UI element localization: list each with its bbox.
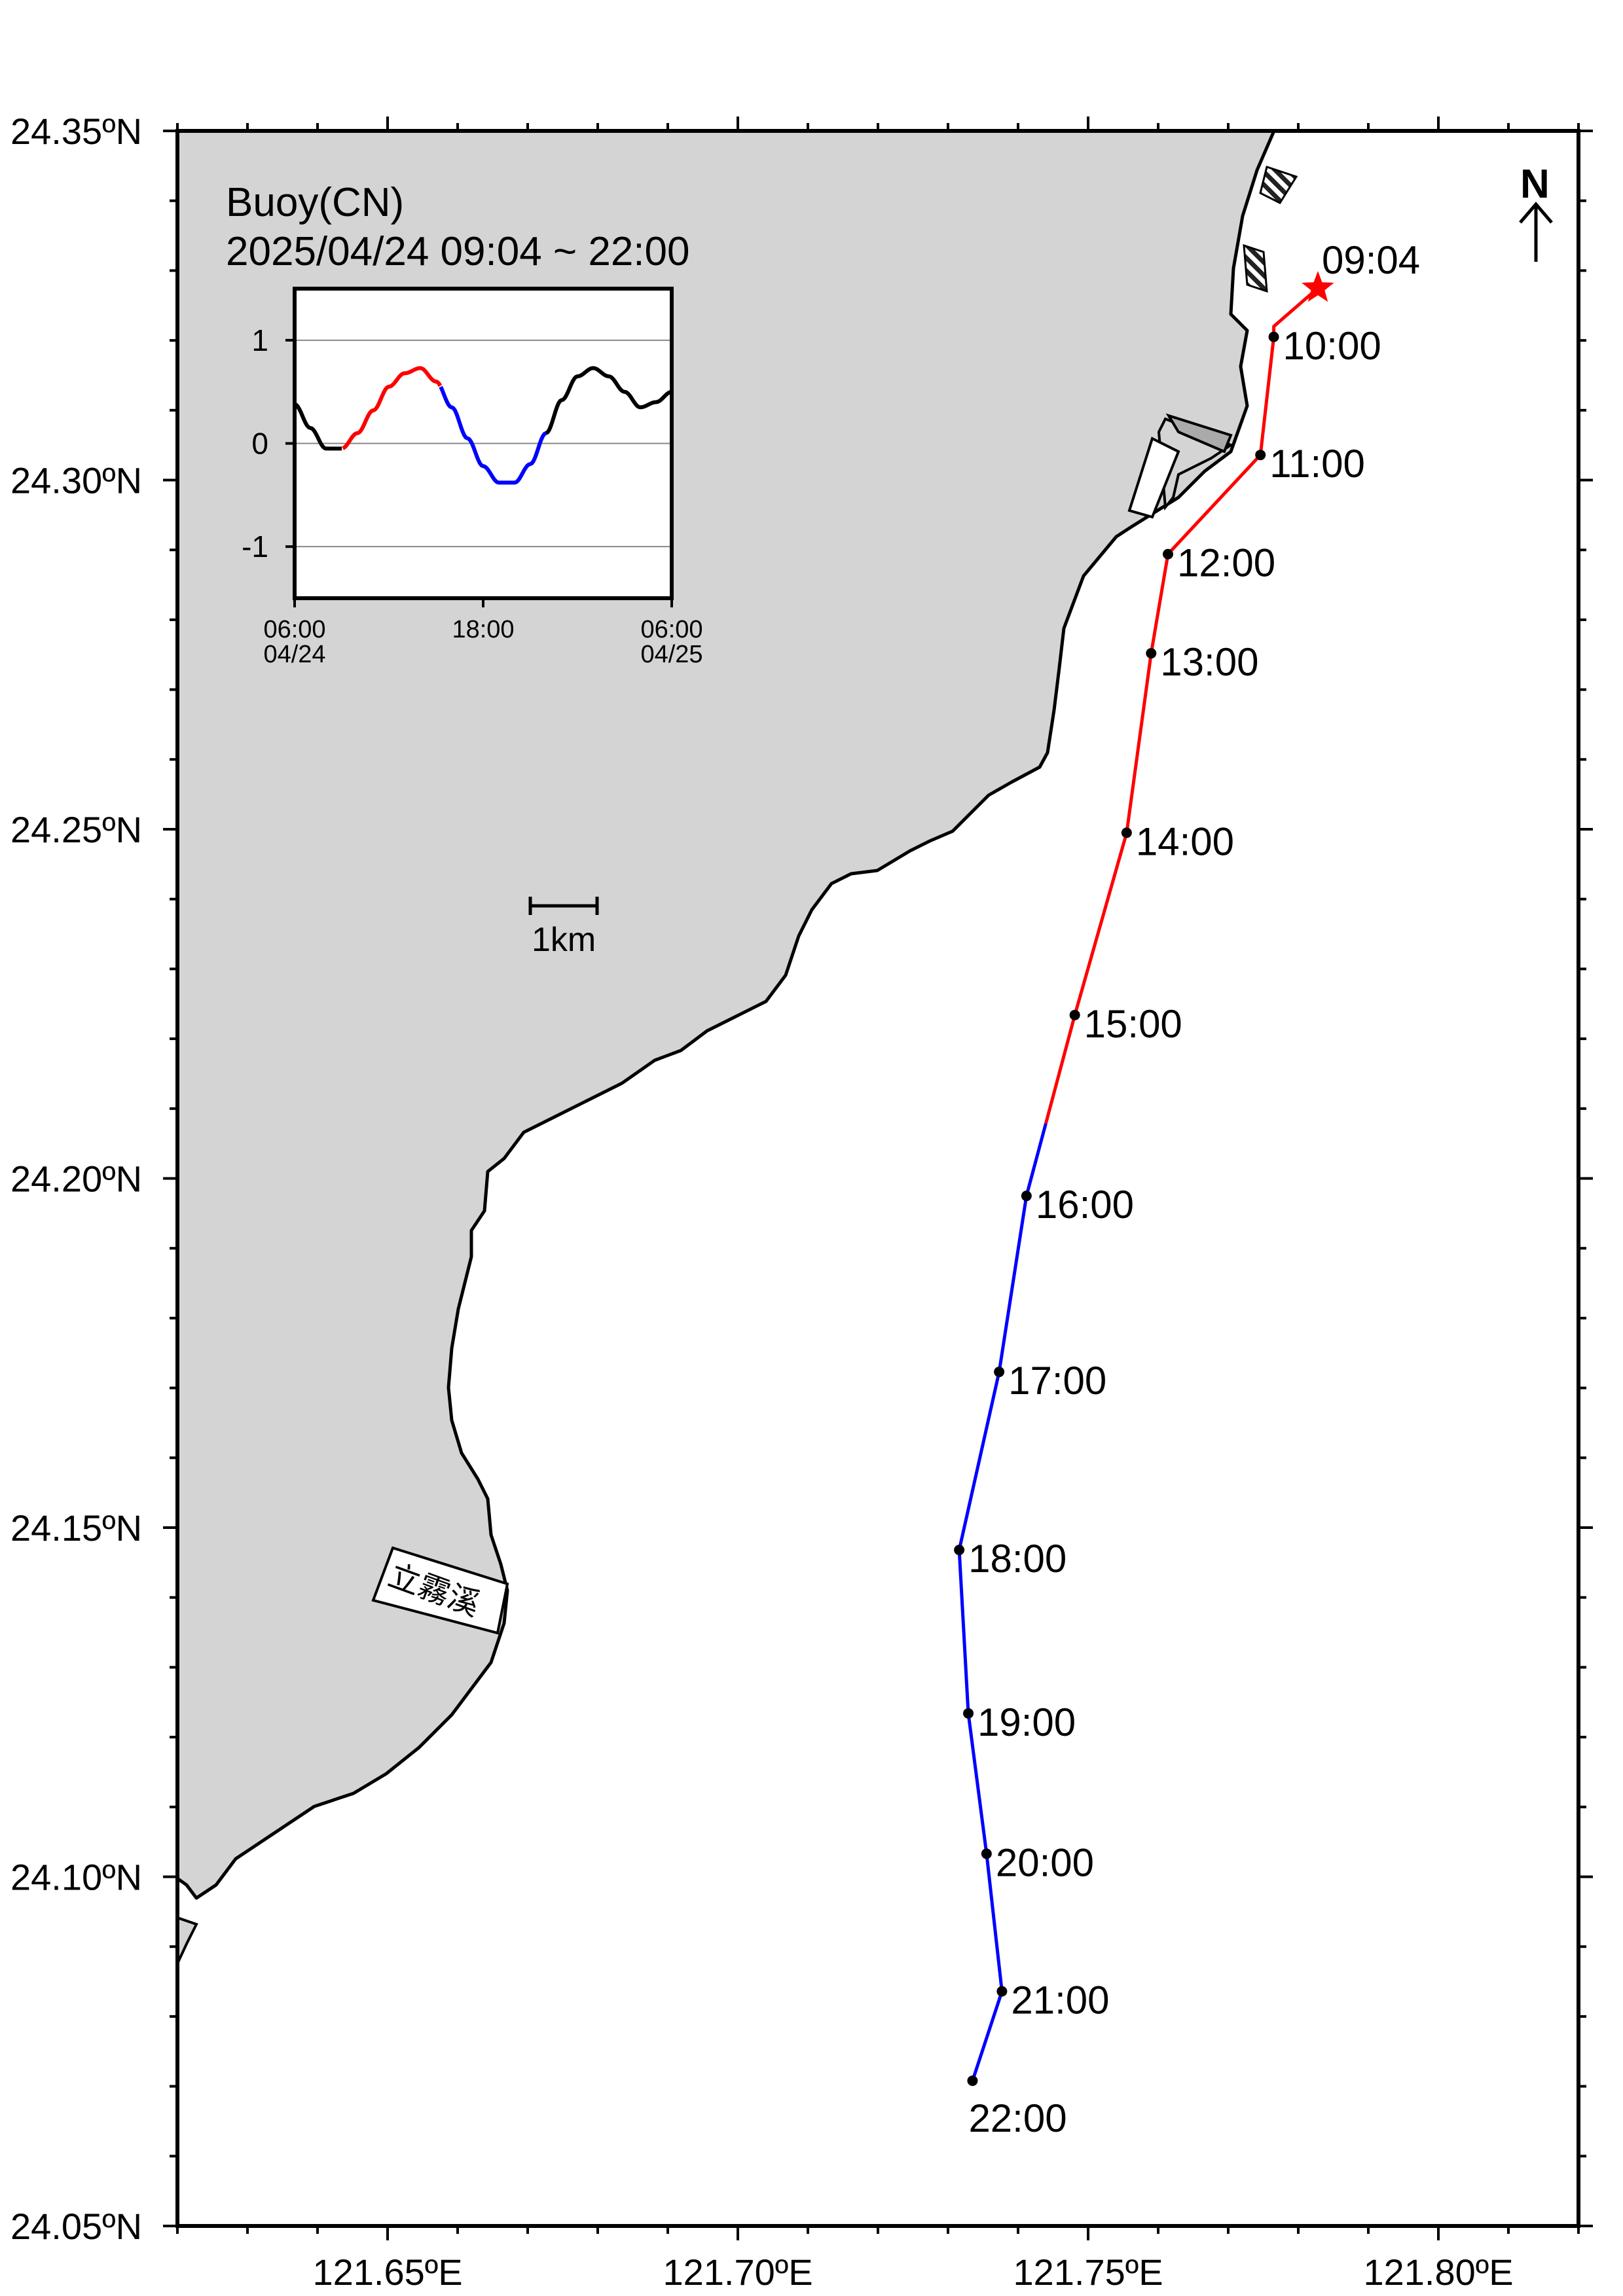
lat-label: 24.05ºN (10, 2206, 142, 2247)
north-label: N (1520, 162, 1550, 207)
tide-x-label: 06:00 (263, 616, 325, 643)
harbor-jetty (1165, 413, 1233, 454)
north-arrow: N (1519, 162, 1553, 262)
lat-label: 24.30ºN (10, 460, 142, 501)
lon-label: 121.75ºE (1013, 2251, 1163, 2293)
track-segment-blue (957, 1122, 1048, 2081)
tide-x-label: 06:00 (640, 616, 702, 643)
tide-inset-grid (285, 338, 673, 607)
axis-ticks (163, 117, 1593, 2240)
lat-label: 24.25ºN (10, 809, 142, 850)
tide-curve-rising (342, 366, 443, 450)
hour-label: 11:00 (1269, 442, 1365, 486)
southern-shore (177, 1916, 198, 1964)
hour-label: 15:00 (1084, 1002, 1182, 1046)
tide-curve-after (545, 366, 672, 435)
hour-marker (1162, 548, 1173, 560)
tide-y-label: -1 (242, 529, 268, 564)
hour-label: 13:00 (1160, 640, 1258, 684)
harbor-pier (1127, 437, 1180, 519)
hour-marker (967, 2075, 978, 2087)
tide-curve-before (293, 402, 342, 451)
tide-y-label: 1 (251, 323, 268, 357)
tide-curve-falling (439, 386, 547, 485)
lon-label: 121.80ºE (1363, 2251, 1513, 2293)
restricted-area-2 (1243, 243, 1268, 293)
hour-label: 21:00 (1011, 1978, 1109, 2022)
map-subtitle: 2025/04/24 09:04 ~ 22:00 (226, 229, 690, 274)
tide-inset-frame (293, 287, 674, 600)
hour-marker (1021, 1191, 1032, 1202)
hour-label: 22:00 (968, 2096, 1067, 2140)
hour-marker (1121, 827, 1132, 838)
tide-x-date: 04/24 (263, 641, 325, 668)
lat-label: 24.20ºN (10, 1158, 142, 1200)
tide-curve (293, 366, 672, 485)
hour-label: 16:00 (1036, 1183, 1134, 1227)
latitude-labels: 24.35ºN 24.30ºN 24.25ºN 24.20ºN 24.15ºN 24.10… (10, 111, 142, 2247)
longitude-labels: 121.65ºE 121.70ºE 121.75ºE 121.80ºE (312, 2251, 1513, 2293)
scale-bar-label: 1km (532, 921, 596, 959)
tide-x-date: 04/25 (640, 641, 702, 668)
scale-bar: 1km (528, 897, 599, 959)
hour-marker (1146, 648, 1157, 659)
lat-label: 24.10ºN (10, 1857, 142, 1898)
tide-y-label: 0 (251, 427, 268, 461)
hour-marker (996, 1986, 1008, 1997)
buoy-track: 09:04 10:00 11:00 12:00 13:00 14:00 15:00 16:00… (954, 238, 1420, 2140)
hour-label: 10:00 (1283, 324, 1381, 368)
lat-label: 24.35ºN (10, 111, 142, 152)
north-arrow-head (1519, 202, 1553, 224)
lon-label: 121.70ºE (663, 2251, 812, 2293)
hour-label: 20:00 (996, 1840, 1094, 1884)
restricted-area-1 (1259, 166, 1298, 204)
hour-label: 12:00 (1177, 541, 1275, 585)
start-time-label: 09:04 (1322, 238, 1420, 282)
tide-x-label: 18:00 (452, 616, 514, 643)
hour-marker (981, 1848, 992, 1859)
hour-marker (963, 1708, 974, 1719)
hour-marker (1069, 1009, 1080, 1020)
start-marker-star (1302, 271, 1334, 302)
hour-label: 18:00 (968, 1537, 1067, 1581)
hour-marker (954, 1545, 965, 1556)
hour-label: 19:00 (977, 1700, 1076, 1744)
map-title: Buoy(CN) (226, 180, 404, 225)
hour-label: 14:00 (1136, 819, 1234, 863)
river-mouth-outline (371, 1546, 509, 1635)
hour-marker (1255, 450, 1266, 461)
hour-marker (1268, 331, 1279, 342)
hour-marker (994, 1367, 1005, 1378)
lon-label: 121.65ºE (312, 2251, 462, 2293)
lat-label: 24.15ºN (10, 1507, 142, 1549)
hour-label: 17:00 (1008, 1359, 1106, 1403)
